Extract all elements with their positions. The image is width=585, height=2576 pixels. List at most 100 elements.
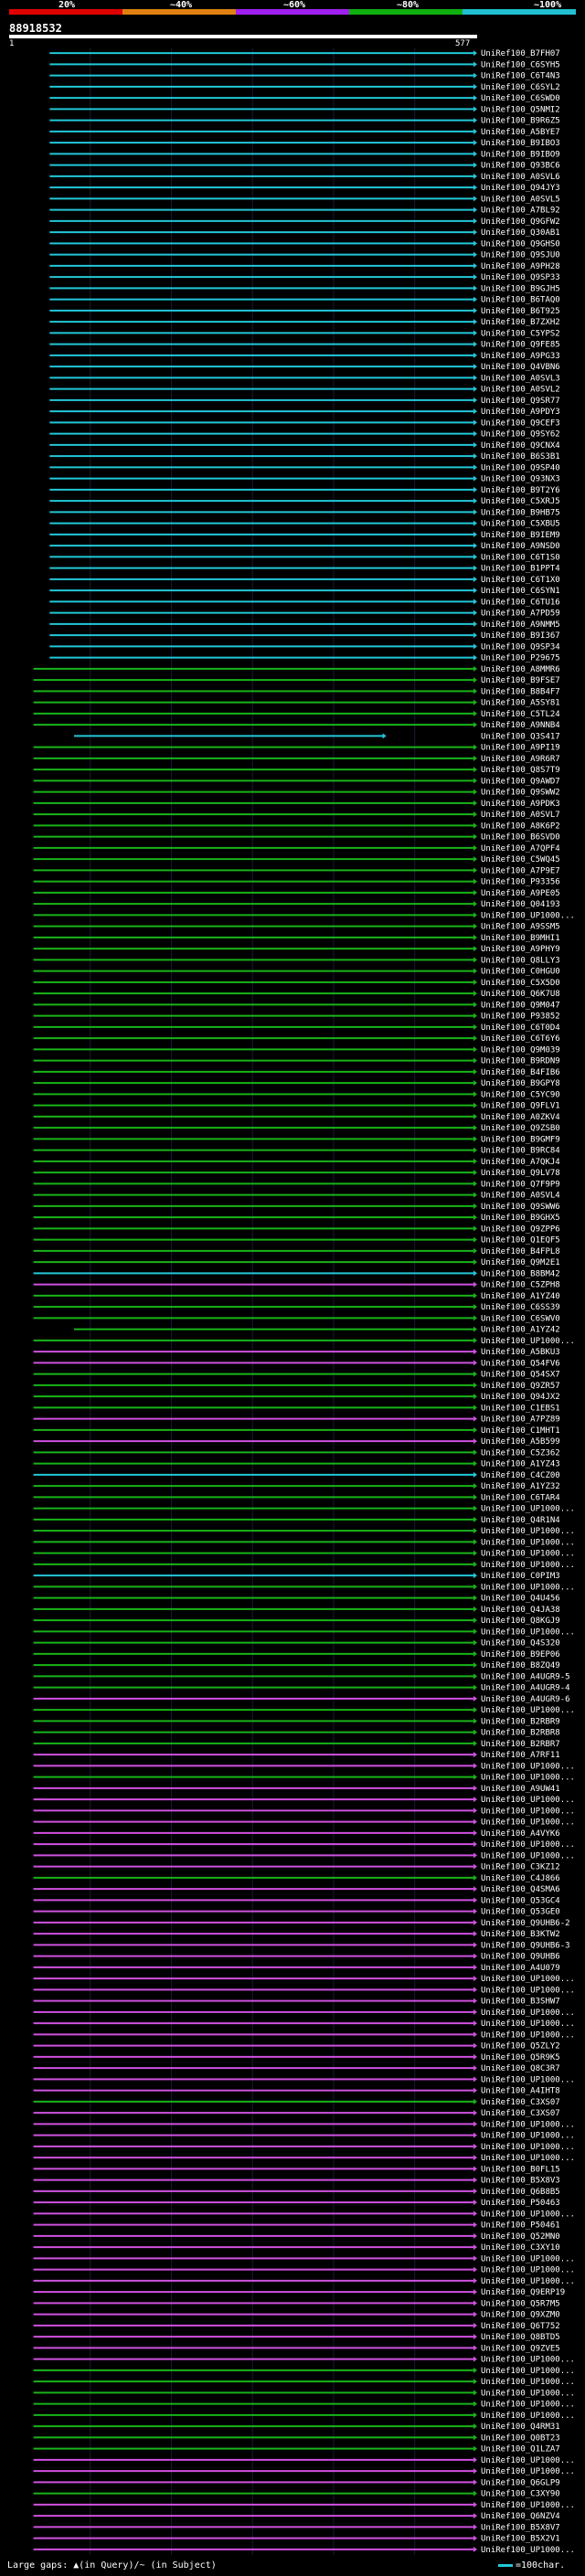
hit-label[interactable]: UniRef100_Q5NMI2 <box>481 105 560 114</box>
hit-label[interactable]: UniRef100_Q9FE85 <box>481 341 560 350</box>
hit-label[interactable]: UniRef100_C5X5D0 <box>481 979 560 988</box>
hit-label[interactable]: UniRef100_C3XY90 <box>481 2490 560 2499</box>
hit-label[interactable]: UniRef100_C6TAR4 <box>481 1493 560 1502</box>
hit-label[interactable]: UniRef100_A7QPF4 <box>481 844 560 853</box>
hit-label[interactable]: UniRef100_A9NSD0 <box>481 542 560 551</box>
hit-label[interactable]: UniRef100_A1YZ42 <box>481 1326 560 1335</box>
hit-label[interactable]: UniRef100_P50461 <box>481 2221 560 2231</box>
hit-label[interactable]: UniRef100_B3SHW7 <box>481 1998 560 2007</box>
hit-label[interactable]: UniRef100_C3XS07 <box>481 2098 560 2107</box>
hit-label[interactable]: UniRef100_A5BYE7 <box>481 128 560 137</box>
hit-label[interactable]: UniRef100_Q9FLV1 <box>481 1102 560 1111</box>
hit-label[interactable]: UniRef100_UP1000... <box>481 1561 575 1570</box>
hit-label[interactable]: UniRef100_A1YZ43 <box>481 1460 560 1469</box>
hit-label[interactable]: UniRef100_UP1000... <box>481 2143 575 2152</box>
hit-label[interactable]: UniRef100_B6TAQ0 <box>481 296 560 305</box>
hit-label[interactable]: UniRef100_Q9UHB6 <box>481 1953 560 1962</box>
hit-label[interactable]: UniRef100_Q6NZV4 <box>481 2512 560 2521</box>
hit-label[interactable]: UniRef100_P93356 <box>481 878 560 887</box>
hit-label[interactable]: UniRef100_B9RC84 <box>481 1147 560 1156</box>
hit-label[interactable]: UniRef100_Q5R7M5 <box>481 2299 560 2308</box>
hit-label[interactable]: UniRef100_Q9CEF3 <box>481 419 560 428</box>
hit-label[interactable]: UniRef100_C5XRJ5 <box>481 497 560 506</box>
hit-label[interactable]: UniRef100_B9RDN9 <box>481 1057 560 1066</box>
hit-label[interactable]: UniRef100_UP1000... <box>481 2009 575 2018</box>
hit-label[interactable]: UniRef100_C3XS07 <box>481 2109 560 2118</box>
hit-label[interactable]: UniRef100_B5X2V1 <box>481 2535 560 2544</box>
hit-label[interactable]: UniRef100_C4J866 <box>481 1874 560 1883</box>
hit-label[interactable]: UniRef100_A9PG33 <box>481 352 560 361</box>
hit-label[interactable]: UniRef100_UP1000... <box>481 1583 575 1592</box>
hit-label[interactable]: UniRef100_B9GJH5 <box>481 284 560 293</box>
hit-label[interactable]: UniRef100_UP1000... <box>481 1706 575 1715</box>
hit-label[interactable]: UniRef100_Q94JX2 <box>481 1393 560 1402</box>
hit-label[interactable]: UniRef100_UP1000... <box>481 1851 575 1860</box>
hit-label[interactable]: UniRef100_UP1000... <box>481 1762 575 1771</box>
hit-label[interactable]: UniRef100_UP1000... <box>481 2378 575 2387</box>
hit-label[interactable]: UniRef100_A1YZ40 <box>481 1292 560 1301</box>
hit-label[interactable]: UniRef100_B2RBR8 <box>481 1729 560 1738</box>
hit-label[interactable]: UniRef100_Q9AWD7 <box>481 777 560 786</box>
hit-label[interactable]: UniRef100_Q9SWW6 <box>481 1203 560 1212</box>
hit-label[interactable]: UniRef100_B8BM42 <box>481 1269 560 1278</box>
hit-label[interactable]: UniRef100_B9T2Y6 <box>481 486 560 495</box>
hit-label[interactable]: UniRef100_Q4SMA6 <box>481 1885 560 1894</box>
hit-label[interactable]: UniRef100_B0FL15 <box>481 2165 560 2174</box>
hit-label[interactable]: UniRef100_Q54SX7 <box>481 1371 560 1380</box>
hit-label[interactable]: UniRef100_Q9SP40 <box>481 463 560 472</box>
hit-label[interactable]: UniRef100_Q8C3R7 <box>481 2064 560 2073</box>
hit-label[interactable]: UniRef100_B6S3B1 <box>481 452 560 461</box>
hit-label[interactable]: UniRef100_Q9CNX4 <box>481 441 560 451</box>
hit-label[interactable]: UniRef100_A7BL92 <box>481 207 560 216</box>
hit-label[interactable]: UniRef100_B1PPT4 <box>481 565 560 574</box>
hit-label[interactable]: UniRef100_A4IHT8 <box>481 2087 560 2096</box>
hit-label[interactable]: UniRef100_UP1000... <box>481 2120 575 2129</box>
hit-label[interactable]: UniRef100_Q9M047 <box>481 1001 560 1010</box>
hit-label[interactable]: UniRef100_Q9ZPP6 <box>481 1224 560 1234</box>
hit-label[interactable]: UniRef100_UP1000... <box>481 1975 575 1984</box>
hit-label[interactable]: UniRef100_Q9ZSB0 <box>481 1124 560 1133</box>
hit-label[interactable]: UniRef100_Q52MN0 <box>481 2232 560 2242</box>
hit-label[interactable]: UniRef100_C6SS39 <box>481 1303 560 1312</box>
hit-label[interactable]: UniRef100_C6SYN1 <box>481 587 560 596</box>
hit-label[interactable]: UniRef100_Q8KGJ9 <box>481 1617 560 1626</box>
hit-label[interactable]: UniRef100_UP1000... <box>481 1818 575 1828</box>
hit-label[interactable]: UniRef100_A9UW41 <box>481 1785 560 1794</box>
hit-label[interactable]: UniRef100_C0PIM3 <box>481 1572 560 1581</box>
hit-label[interactable]: UniRef100_A4VYK6 <box>481 1829 560 1839</box>
hit-label[interactable]: UniRef100_B2RBR9 <box>481 1717 560 1726</box>
hit-label[interactable]: UniRef100_B5X8V3 <box>481 2177 560 2186</box>
hit-label[interactable]: UniRef100_C6T6Y6 <box>481 1034 560 1044</box>
hit-label[interactable]: UniRef100_B7ZXH2 <box>481 318 560 327</box>
hit-label[interactable]: UniRef100_A4U079 <box>481 1964 560 1973</box>
hit-label[interactable]: UniRef100_A5B599 <box>481 1437 560 1447</box>
hit-label[interactable]: UniRef100_A9PDK3 <box>481 800 560 809</box>
hit-label[interactable]: UniRef100_A9R6R7 <box>481 755 560 764</box>
hit-label[interactable]: UniRef100_C6SWD0 <box>481 94 560 103</box>
hit-label[interactable]: UniRef100_Q8S7T9 <box>481 766 560 775</box>
hit-label[interactable]: UniRef100_A7PZ89 <box>481 1415 560 1425</box>
hit-label[interactable]: UniRef100_UP1000... <box>481 2210 575 2219</box>
hit-label[interactable]: UniRef100_UP1000... <box>481 1550 575 1559</box>
hit-label[interactable]: UniRef100_B9GHX5 <box>481 1214 560 1223</box>
hit-label[interactable]: UniRef100_Q5R9K5 <box>481 2053 560 2062</box>
hit-label[interactable]: UniRef100_A9SSM5 <box>481 923 560 932</box>
hit-label[interactable]: UniRef100_UP1000... <box>481 2389 575 2398</box>
hit-label[interactable]: UniRef100_A9PDY3 <box>481 408 560 417</box>
hit-label[interactable]: UniRef100_B8B4F7 <box>481 687 560 696</box>
hit-label[interactable]: UniRef100_A8K6P2 <box>481 822 560 831</box>
hit-label[interactable]: UniRef100_P93852 <box>481 1012 560 1022</box>
hit-label[interactable]: UniRef100_Q5ZLY2 <box>481 2042 560 2051</box>
hit-label[interactable]: UniRef100_B8ZQ49 <box>481 1661 560 1670</box>
hit-label[interactable]: UniRef100_Q53GE0 <box>481 1908 560 1917</box>
hit-label[interactable]: UniRef100_P50463 <box>481 2199 560 2208</box>
hit-label[interactable]: UniRef100_Q4JA38 <box>481 1606 560 1615</box>
hit-label[interactable]: UniRef100_B9FSE7 <box>481 676 560 685</box>
hit-label[interactable]: UniRef100_UP1000... <box>481 1527 575 1536</box>
hit-label[interactable]: UniRef100_B7FH07 <box>481 49 560 58</box>
hit-label[interactable]: UniRef100_Q1LZA7 <box>481 2445 560 2454</box>
hit-label[interactable]: UniRef100_UP1000... <box>481 2075 575 2084</box>
hit-label[interactable]: UniRef100_Q93BC6 <box>481 162 560 171</box>
hit-label[interactable]: UniRef100_Q0BT23 <box>481 2433 560 2443</box>
hit-label[interactable]: UniRef100_Q4S320 <box>481 1639 560 1648</box>
